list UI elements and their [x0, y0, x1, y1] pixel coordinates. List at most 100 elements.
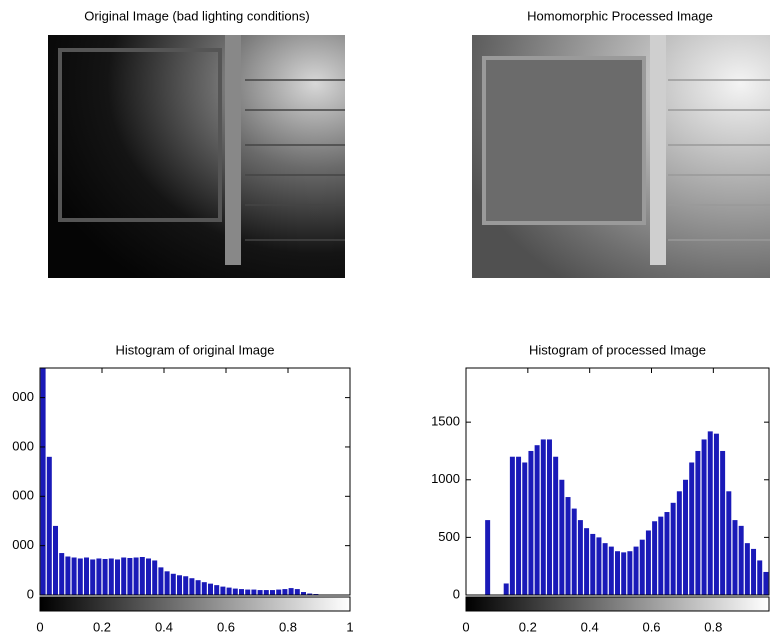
- bar: [214, 585, 220, 595]
- bar: [115, 559, 120, 595]
- bar: [584, 528, 590, 595]
- bar: [263, 590, 269, 595]
- gray-bar: [465, 596, 770, 612]
- bar: [121, 557, 127, 595]
- x-tick-label: 0: [36, 619, 43, 634]
- gray-bar: [39, 596, 351, 612]
- bar: [177, 575, 182, 595]
- y-tick-label: 000: [12, 438, 34, 453]
- bar: [201, 582, 207, 595]
- bar: [707, 431, 713, 595]
- x-tick-label: 0.8: [279, 619, 297, 634]
- bar: [170, 573, 176, 595]
- bar: [294, 589, 300, 595]
- bar: [164, 571, 170, 595]
- bar: [127, 557, 133, 595]
- bar: [158, 567, 164, 595]
- x-tick-label: 0.6: [642, 619, 660, 634]
- y-tick-label: 1000: [431, 471, 460, 486]
- bar: [713, 433, 719, 595]
- bar: [639, 539, 645, 595]
- bar: [701, 439, 707, 595]
- bar: [763, 571, 769, 595]
- bar: [301, 592, 306, 595]
- bar: [565, 497, 571, 595]
- bar: [645, 530, 651, 595]
- bar: [251, 589, 257, 595]
- bar: [276, 589, 282, 595]
- bar: [503, 583, 509, 595]
- x-tick-label: 0: [462, 619, 469, 634]
- bar: [102, 558, 108, 595]
- bar: [189, 578, 195, 595]
- bar: [732, 520, 738, 595]
- bar: [522, 462, 528, 595]
- bar: [183, 576, 189, 595]
- bar: [596, 537, 602, 595]
- bar: [751, 548, 757, 595]
- bar: [658, 516, 664, 595]
- image-title: Original Image (bad lighting conditions): [84, 8, 309, 23]
- x-tick-label: 0.4: [581, 619, 599, 634]
- bar: [220, 586, 226, 595]
- bar: [652, 521, 658, 595]
- bar: [288, 588, 294, 595]
- bar: [71, 557, 77, 595]
- image-original: [48, 35, 345, 278]
- bar: [559, 479, 565, 595]
- bar: [608, 546, 614, 595]
- x-tick-label: 1: [346, 619, 353, 634]
- y-tick-label: 1500: [431, 414, 460, 429]
- bar: [53, 525, 58, 595]
- bar: [239, 589, 244, 595]
- bar: [664, 512, 670, 595]
- bar: [689, 462, 695, 595]
- bar: [695, 450, 701, 595]
- bar: [738, 525, 744, 595]
- bar: [139, 557, 145, 595]
- bar: [84, 557, 89, 595]
- bar: [226, 587, 232, 595]
- bar: [633, 546, 639, 595]
- bar: [46, 456, 52, 595]
- bar: [683, 479, 689, 595]
- x-tick-label: 0.2: [519, 619, 537, 634]
- x-tick-label: 0.6: [217, 619, 235, 634]
- bar: [571, 508, 577, 595]
- image-processed: [472, 35, 770, 278]
- y-tick-label: 000: [12, 488, 34, 503]
- y-tick-label: 0: [27, 586, 34, 601]
- bar: [627, 551, 633, 595]
- bar: [509, 456, 515, 595]
- bar: [146, 558, 151, 595]
- bar: [208, 583, 213, 595]
- x-tick-label: 0.4: [155, 619, 173, 634]
- bar: [77, 558, 83, 595]
- x-tick-label: 0.2: [93, 619, 111, 634]
- bar: [270, 590, 275, 595]
- bar: [152, 560, 158, 595]
- bar: [59, 553, 65, 595]
- bar: [615, 551, 620, 595]
- bar: [621, 552, 627, 595]
- bar: [546, 439, 552, 595]
- bar: [757, 560, 763, 595]
- bar: [108, 558, 114, 595]
- y-tick-label: 500: [438, 529, 460, 544]
- bar: [726, 491, 732, 595]
- bars: [40, 368, 350, 595]
- bar: [516, 456, 522, 595]
- bar: [65, 556, 71, 595]
- bars: [485, 431, 769, 595]
- bar: [245, 589, 251, 595]
- bar: [670, 502, 676, 595]
- y-tick-label: 000: [12, 389, 34, 404]
- x-tick-label: 0.8: [704, 619, 722, 634]
- bar: [720, 450, 726, 595]
- bar: [257, 590, 263, 595]
- y-tick-label: 0: [453, 586, 460, 601]
- bar: [744, 543, 750, 595]
- y-tick-label: 000: [12, 537, 34, 552]
- bar: [577, 520, 583, 595]
- bar: [133, 557, 139, 595]
